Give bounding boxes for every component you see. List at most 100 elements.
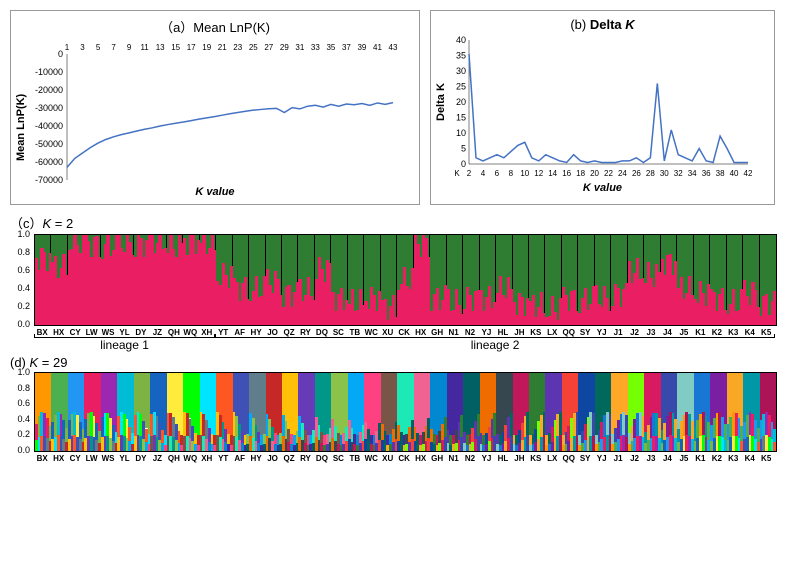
pop-label: DQ (314, 454, 330, 463)
pop-col (364, 373, 380, 451)
svg-text:21: 21 (218, 43, 227, 52)
pop-label: K4 (741, 328, 757, 337)
pop-label: N1 (445, 328, 461, 337)
pop-col (743, 373, 759, 451)
pop-col (677, 373, 693, 451)
pop-label: JH (511, 328, 527, 337)
pop-label: K3 (725, 328, 741, 337)
pop-col (249, 235, 265, 325)
svg-text:32: 32 (674, 169, 683, 178)
svg-text:-40000: -40000 (35, 121, 63, 131)
svg-text:-60000: -60000 (35, 157, 63, 167)
pop-col (578, 373, 594, 451)
pop-label: YL (116, 328, 132, 337)
pop-label: WQ (182, 454, 198, 463)
pop-label: GH (429, 328, 445, 337)
svg-text:35: 35 (326, 43, 335, 52)
ytick: 0.8 (17, 247, 30, 257)
ytick: 1.0 (17, 367, 30, 377)
pop-col (644, 235, 660, 325)
pop-label: J4 (659, 328, 675, 337)
pop-label: QH (166, 454, 182, 463)
structure-plot-k2 (34, 234, 777, 326)
pop-label: HX (50, 328, 66, 337)
svg-text:7: 7 (111, 43, 116, 52)
panel-c-yticks: 0.00.20.40.60.81.0 (10, 234, 32, 326)
pop-col (694, 235, 710, 325)
pop-col (298, 373, 314, 451)
svg-text:13: 13 (156, 43, 165, 52)
pop-label: SC (330, 454, 346, 463)
pop-col (628, 373, 644, 451)
ytick: 1.0 (17, 229, 30, 239)
pop-col (578, 235, 594, 325)
pop-label: SY (577, 454, 593, 463)
pop-label: LW (83, 454, 99, 463)
pop-col (611, 235, 627, 325)
svg-text:42: 42 (744, 169, 753, 178)
pop-label: K5 (758, 454, 774, 463)
pop-label: WC (363, 454, 379, 463)
ytick: 0.4 (17, 283, 30, 293)
pop-col (233, 373, 249, 451)
pop-label: CK (396, 454, 412, 463)
svg-text:-30000: -30000 (35, 103, 63, 113)
svg-text:5: 5 (461, 144, 466, 154)
pop-col (117, 373, 133, 451)
pop-label: K1 (692, 454, 708, 463)
pop-label: BX (34, 328, 50, 337)
pop-col (150, 235, 166, 325)
pop-col (266, 373, 282, 451)
pop-col (315, 373, 331, 451)
pop-col (183, 235, 199, 325)
pop-col (200, 235, 216, 325)
svg-text:17: 17 (187, 43, 196, 52)
svg-text:28: 28 (646, 169, 655, 178)
pop-col (562, 373, 578, 451)
chart-a-mean-lnpk: （a）Mean LnP(K) Mean LnP(K) 0-10000-20000… (10, 10, 420, 205)
pop-label: K2 (709, 328, 725, 337)
svg-text:25: 25 (249, 43, 258, 52)
svg-text:29: 29 (280, 43, 289, 52)
pop-col (513, 373, 529, 451)
pop-label: QZ (281, 454, 297, 463)
pop-col (611, 373, 627, 451)
svg-text:19: 19 (202, 43, 211, 52)
pop-col (68, 235, 84, 325)
ytick: 0.8 (17, 383, 30, 393)
svg-text:3: 3 (80, 43, 85, 52)
svg-text:33: 33 (311, 43, 320, 52)
pop-label: JH (511, 454, 527, 463)
pop-col (694, 373, 710, 451)
pop-col (760, 235, 776, 325)
pop-col (298, 235, 314, 325)
pop-label: HL (495, 328, 511, 337)
pop-col (513, 235, 529, 325)
pop-col (167, 235, 183, 325)
svg-text:26: 26 (632, 169, 641, 178)
pop-label: WQ (182, 328, 198, 337)
pop-label: LX (544, 454, 560, 463)
svg-text:43: 43 (389, 43, 398, 52)
pop-col (661, 235, 677, 325)
chart-b-title-prefix: (b) (570, 17, 590, 32)
pop-col (348, 373, 364, 451)
pop-label: CY (67, 328, 83, 337)
pop-col (183, 373, 199, 451)
svg-text:14: 14 (548, 169, 557, 178)
pop-label: DQ (314, 328, 330, 337)
chart-a-plot: 0-10000-20000-30000-40000-50000-60000-70… (19, 36, 399, 186)
svg-text:39: 39 (357, 43, 366, 52)
pop-col (414, 235, 430, 325)
pop-col (480, 235, 496, 325)
pop-label: AF (231, 328, 247, 337)
pop-label: J3 (643, 454, 659, 463)
pop-label: XU (380, 328, 396, 337)
pop-label: JO (264, 328, 280, 337)
pop-col (727, 235, 743, 325)
pop-label: YJ (478, 454, 494, 463)
pop-label: CK (396, 328, 412, 337)
pop-label: YJ (478, 328, 494, 337)
pop-label: LW (83, 328, 99, 337)
pop-col (677, 235, 693, 325)
